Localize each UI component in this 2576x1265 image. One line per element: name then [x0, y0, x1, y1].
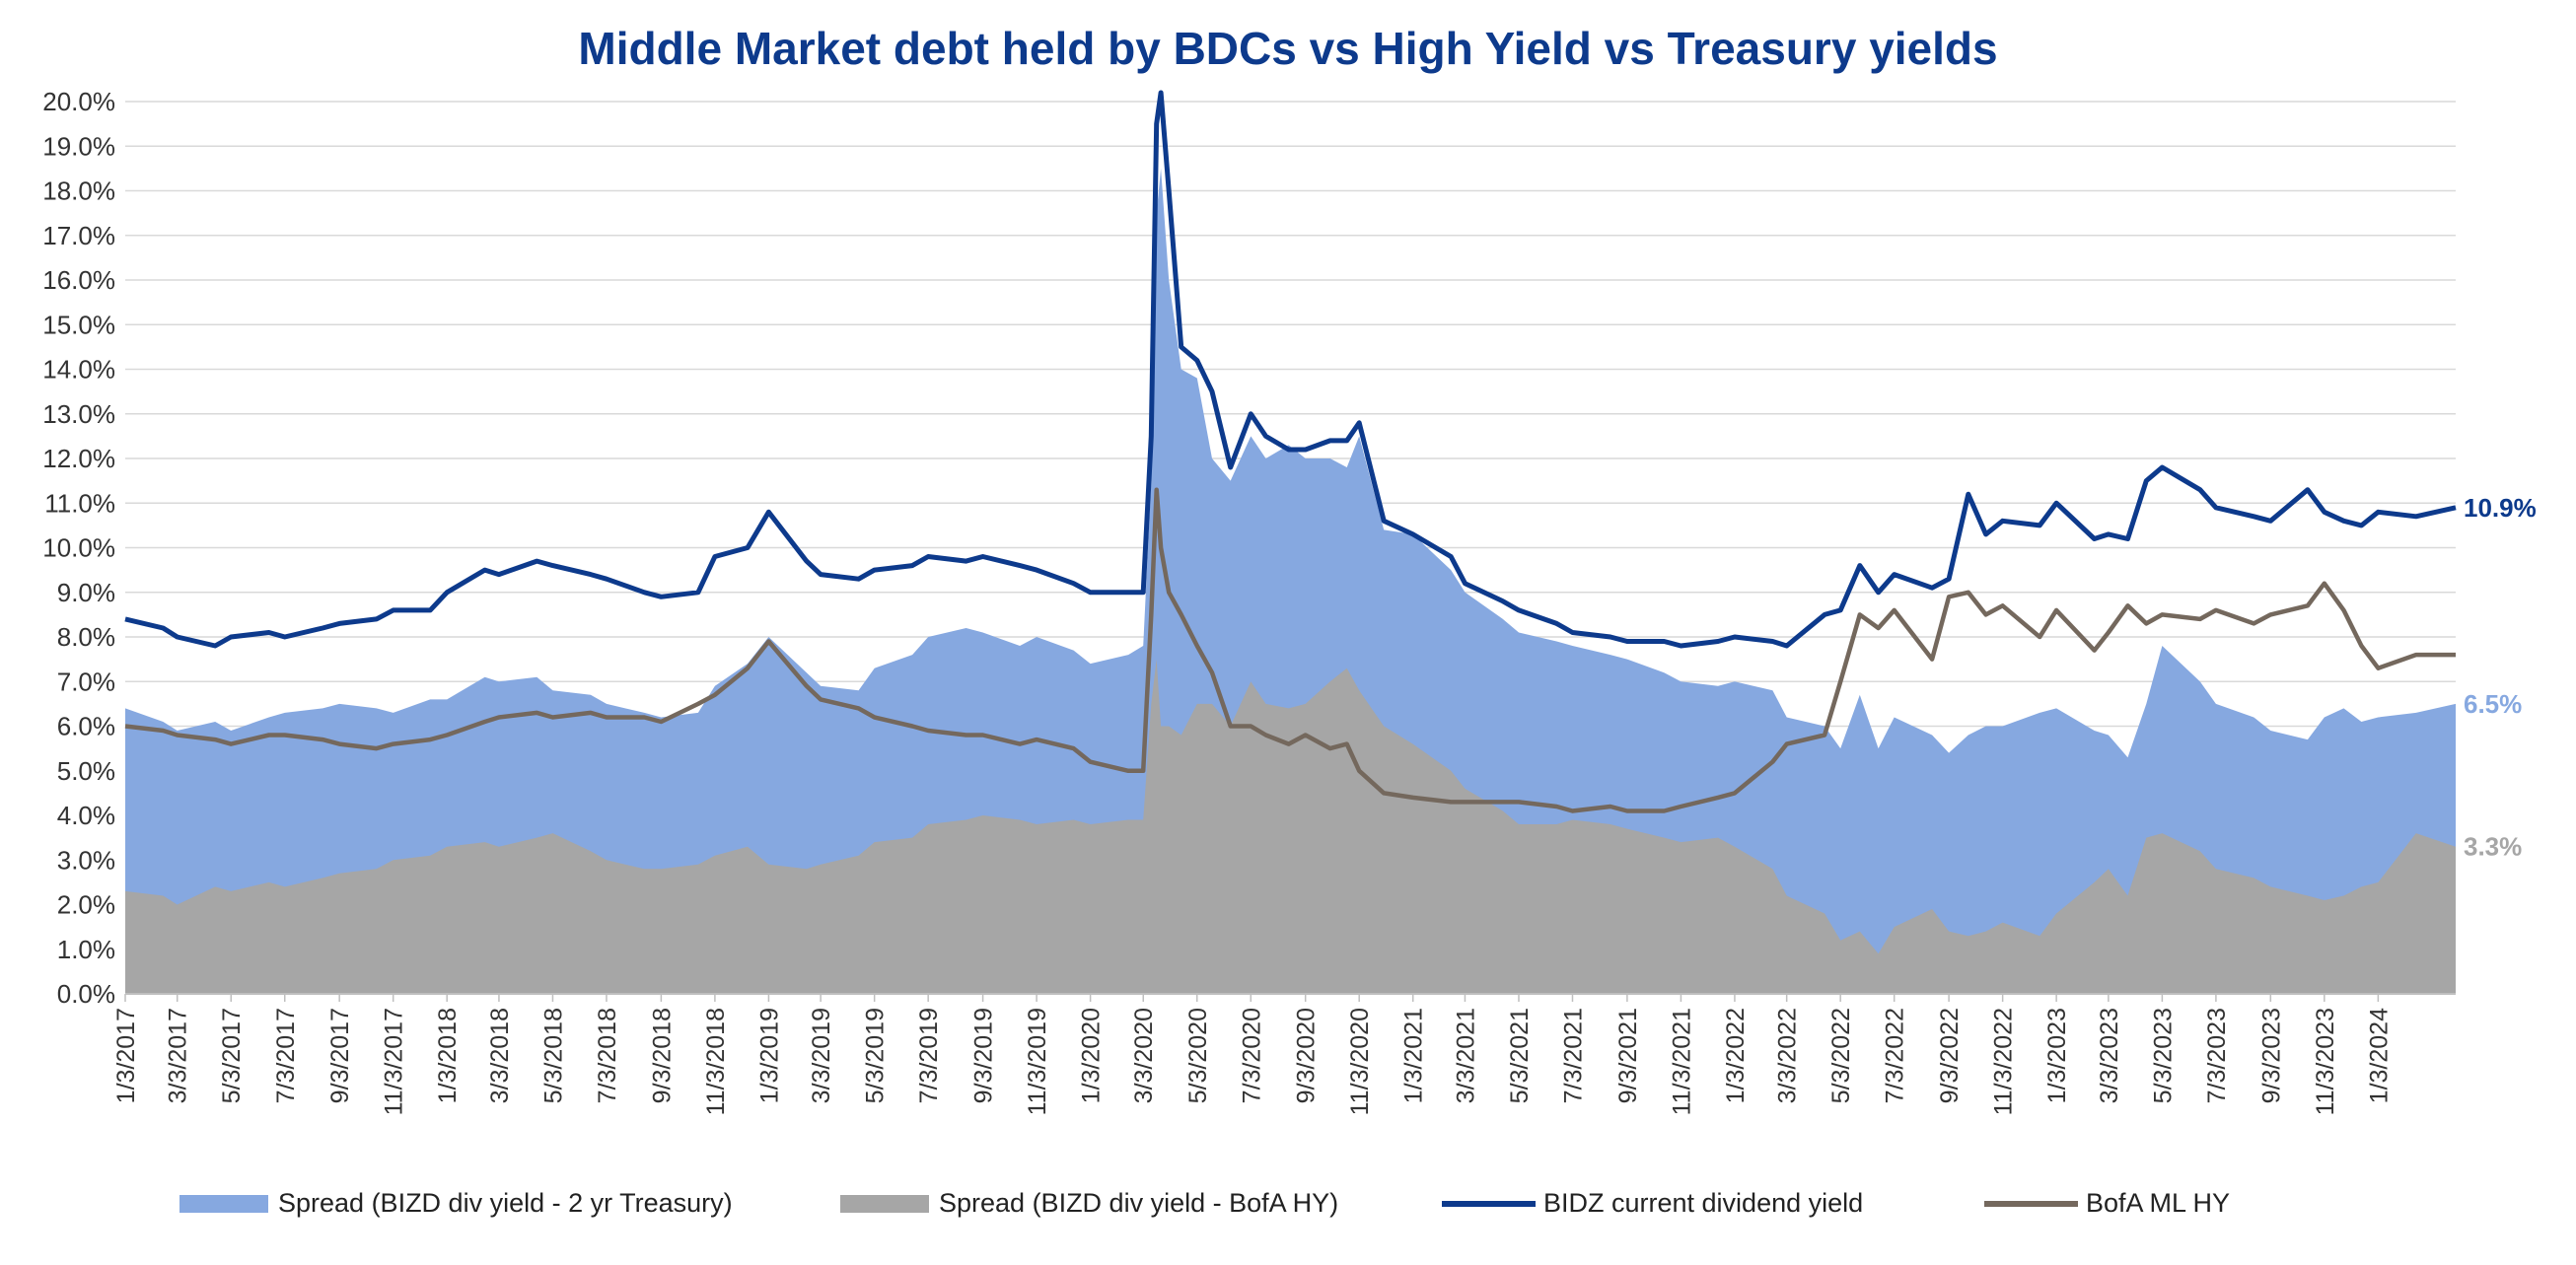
x-tick-label: 11/3/2018 [702, 1008, 730, 1115]
x-tick-label: 3/3/2019 [808, 1008, 835, 1103]
end-label-spread-hy: 3.3% [2464, 832, 2522, 862]
x-tick-label: 9/3/2021 [1614, 1008, 1642, 1103]
y-tick-label: 19.0% [42, 131, 115, 161]
x-tick-label: 5/3/2019 [862, 1008, 890, 1103]
x-tick-label: 9/3/2017 [326, 1008, 354, 1103]
x-tick-label: 11/3/2017 [381, 1008, 408, 1115]
label-layer: 10.9% 6.5% 3.3% [2464, 493, 2537, 862]
legend-swatch-spread-treasury [179, 1194, 268, 1213]
y-tick-label: 14.0% [42, 355, 115, 385]
legend-swatch-spread-hy [840, 1194, 929, 1213]
x-tick-label: 1/3/2017 [112, 1008, 140, 1103]
area-layer [125, 168, 2456, 994]
x-tick-label: 7/3/2018 [594, 1008, 621, 1103]
y-tick-label: 2.0% [57, 890, 115, 920]
x-tick-label: 11/3/2021 [1668, 1008, 1695, 1115]
y-tick-label: 13.0% [42, 399, 115, 429]
x-tick-label: 9/3/2023 [2257, 1008, 2285, 1103]
legend-label-bidz-yield: BIDZ current dividend yield [1543, 1188, 1864, 1218]
x-tick-label: 1/3/2022 [1722, 1008, 1750, 1103]
legend-item-spread-treasury: Spread (BIZD div yield - 2 yr Treasury) [179, 1188, 733, 1219]
x-tick-label: 7/3/2019 [915, 1008, 943, 1103]
x-tick-label: 1/3/2019 [755, 1008, 783, 1103]
x-tick-label: 3/3/2017 [165, 1008, 192, 1103]
y-tick-label: 0.0% [57, 979, 115, 1009]
x-tick-label: 9/3/2019 [970, 1008, 998, 1103]
y-tick-label: 17.0% [42, 221, 115, 250]
line-layer [124, 90, 2457, 813]
x-tick-label: 5/3/2021 [1506, 1008, 1534, 1103]
x-tick-label: 1/3/2020 [1078, 1008, 1106, 1103]
x-tick-label: 1/3/2024 [2365, 1008, 2393, 1103]
x-tick-label: 5/3/2022 [1827, 1008, 1855, 1103]
y-tick-label: 6.0% [57, 712, 115, 741]
y-tick-label: 7.0% [57, 667, 115, 696]
area-spread-hy [125, 659, 2456, 994]
y-tick-label: 8.0% [57, 622, 115, 652]
x-tick-label: 5/3/2017 [218, 1008, 246, 1103]
chart-title: Middle Market debt held by BDCs vs High … [578, 23, 1998, 74]
y-tick-label: 12.0% [42, 444, 115, 473]
legend-label-spread-hy: Spread (BIZD div yield - BofA HY) [939, 1188, 1339, 1218]
y-tick-label: 11.0% [44, 488, 115, 518]
area-spread-treasury [125, 168, 2456, 994]
legend-label-bofa-hy: BofA ML HY [2086, 1188, 2231, 1218]
line-bofa-hy [124, 487, 2456, 813]
x-tick-label: 9/3/2018 [648, 1008, 676, 1103]
end-label-bidz-yield: 10.9% [2464, 493, 2537, 523]
y-tick-label: 20.0% [42, 87, 115, 116]
y-tick-label: 1.0% [57, 935, 115, 964]
x-tick-label: 3/3/2021 [1452, 1008, 1479, 1103]
x-tick-label: 5/3/2020 [1184, 1008, 1212, 1103]
x-tick-label: 9/3/2022 [1936, 1008, 1964, 1103]
legend-item-bofa-hy: BofA ML HY [1984, 1188, 2230, 1219]
x-tick-label: 7/3/2021 [1559, 1008, 1587, 1103]
axis-layer: 0.0% 1.0% 2.0% 3.0% 4.0% 5.0% 6.0% 7.0% 8.0% 9.0%… [42, 87, 2456, 1115]
x-tick-label: 7/3/2020 [1238, 1008, 1265, 1103]
x-tick-label: 5/3/2023 [2149, 1008, 2177, 1103]
y-tick-label: 5.0% [57, 756, 115, 786]
line-bidz-yield [124, 90, 2457, 649]
y-tick-label: 15.0% [42, 310, 115, 339]
x-tick-label: 7/3/2023 [2203, 1008, 2231, 1103]
x-tick-label: 5/3/2018 [539, 1008, 567, 1103]
y-tick-label: 10.0% [42, 533, 115, 563]
legend-label-spread-treasury: Spread (BIZD div yield - 2 yr Treasury) [278, 1188, 733, 1218]
y-tick-label: 3.0% [57, 845, 115, 875]
x-tick-label: 7/3/2022 [1882, 1008, 1909, 1103]
legend-swatch-bidz-yield [1442, 1200, 1536, 1207]
y-tick-label: 4.0% [57, 801, 115, 830]
x-tick-label: 7/3/2017 [272, 1008, 300, 1103]
y-tick-label: 9.0% [57, 578, 115, 607]
x-tick-label: 1/3/2023 [2043, 1008, 2071, 1103]
x-tick-label: 11/3/2022 [1990, 1008, 2018, 1115]
legend: Spread (BIZD div yield - 2 yr Treasury) … [0, 1188, 2576, 1228]
x-tick-label: 3/3/2018 [486, 1008, 514, 1103]
x-tick-label: 1/3/2018 [434, 1008, 462, 1103]
x-tick-label: 9/3/2020 [1293, 1008, 1321, 1103]
x-tick-label: 11/3/2020 [1346, 1008, 1374, 1115]
legend-swatch-bofa-hy [1984, 1200, 2078, 1207]
x-tick-label: 11/3/2019 [1024, 1008, 1051, 1115]
end-label-spread-treasury: 6.5% [2464, 689, 2522, 719]
x-tick-label: 3/3/2020 [1130, 1008, 1158, 1103]
y-tick-label: 16.0% [42, 265, 115, 295]
x-tick-label: 3/3/2023 [2096, 1008, 2123, 1103]
x-tick-label: 11/3/2023 [2312, 1008, 2339, 1115]
legend-item-bidz-yield: BIDZ current dividend yield [1442, 1188, 1863, 1219]
legend-item-spread-hy: Spread (BIZD div yield - BofA HY) [840, 1188, 1338, 1219]
x-tick-label: 1/3/2021 [1400, 1008, 1428, 1103]
y-tick-label: 18.0% [42, 176, 115, 206]
x-tick-label: 3/3/2022 [1774, 1008, 1802, 1103]
